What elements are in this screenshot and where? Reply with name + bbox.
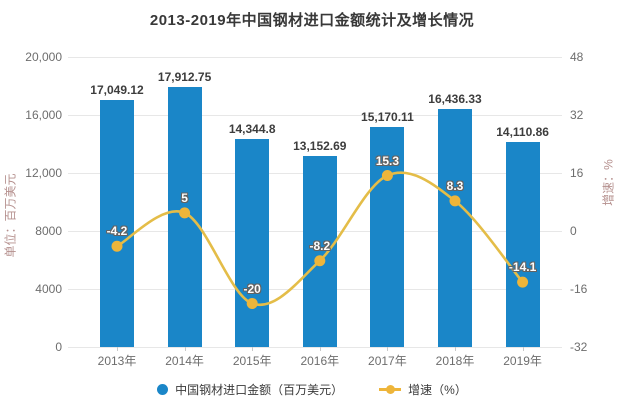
legend-label: 中国钢材进口金额（百万美元）	[175, 383, 344, 397]
bar-2018年[interactable]	[438, 108, 472, 347]
legend-label: 增速（%）	[408, 383, 467, 397]
line-value-label: -20	[243, 281, 261, 296]
left-axis-tick: 0	[55, 340, 62, 354]
line-point-2019年[interactable]	[517, 276, 529, 288]
bar-value-label: 16,436.33	[428, 91, 482, 106]
plot-area: 17,049.12 17,912.75 14,344.8 13,152.69 15,17…	[68, 57, 562, 348]
legend-item-import-amount[interactable]: 中国钢材进口金额（百万美元）	[157, 381, 343, 398]
line-point-2016年[interactable]	[314, 255, 326, 267]
bar-2015年[interactable]	[235, 139, 270, 347]
x-axis-tick	[387, 347, 389, 351]
x-axis-label-2015年: 2015年	[232, 354, 272, 368]
line-value-label: -14.1	[508, 260, 537, 275]
left-axis-tick: 4000	[35, 282, 62, 296]
bar-2019年[interactable]	[505, 142, 540, 347]
legend-dot-icon	[386, 385, 396, 394]
legend-circle-marker-icon	[157, 384, 169, 395]
line-value-label: 8.3	[446, 178, 464, 193]
legend: 中国钢材进口金额（百万美元） 增速（%）	[0, 381, 624, 398]
left-axis-tick: 8000	[35, 224, 62, 238]
bar-value-label: 13,152.69	[293, 139, 347, 154]
growth-line-chart	[111, 170, 529, 309]
x-axis-label-2016年: 2016年	[300, 354, 340, 368]
gridline	[68, 115, 562, 116]
legend-item-growth-rate[interactable]: 增速（%）	[379, 381, 467, 398]
x-axis-label-2017年: 2017年	[368, 354, 407, 368]
x-axis-tick	[522, 347, 524, 351]
right-axis-tick: 32	[570, 108, 584, 122]
line-point-2015年[interactable]	[246, 298, 258, 309]
bar-value-label: 14,344.8	[228, 122, 276, 136]
x-axis-tick	[319, 347, 321, 351]
line-point-2017年[interactable]	[381, 170, 393, 182]
right-axis-tick: 16	[570, 166, 584, 180]
x-axis-tick	[252, 347, 254, 351]
left-axis-tick: 12,000	[25, 166, 62, 180]
line-value-label: -8.2	[309, 238, 331, 253]
x-axis-tick	[184, 347, 186, 351]
x-axis-tick	[455, 347, 456, 351]
line-point-2013年[interactable]	[111, 240, 123, 252]
chart-title: 2013-2019年中国钢材进口金额统计及增长情况	[149, 12, 475, 29]
right-axis-tick: 48	[570, 50, 584, 64]
left-axis-tick: 20,000	[25, 50, 62, 64]
line-value-label: -4.2	[106, 224, 128, 239]
gridline	[68, 57, 562, 58]
line-point-2018年[interactable]	[449, 195, 461, 207]
gridline	[68, 347, 562, 348]
left-axis-tick: 16,000	[25, 108, 62, 122]
x-axis-label-2018年: 2018年	[435, 354, 475, 368]
legend-line-dot-marker-icon	[379, 385, 402, 394]
right-axis-tick: -16	[570, 282, 588, 296]
bar-2017年[interactable]	[370, 127, 405, 347]
x-axis-label-2014年: 2014年	[165, 354, 204, 368]
right-axis-tick: 0	[570, 224, 577, 238]
bar-2013年[interactable]	[100, 99, 134, 347]
x-axis-label-2013年: 2013年	[97, 354, 137, 368]
right-axis-tick: -32	[570, 340, 588, 354]
line-value-label: 15.3	[375, 153, 400, 168]
bar-value-label: 14,110.86	[496, 125, 549, 140]
bar-2016年[interactable]	[302, 156, 337, 347]
x-axis-tick	[117, 347, 118, 351]
line-point-2014年[interactable]	[179, 207, 191, 219]
bar-value-label: 15,170.11	[361, 110, 414, 125]
x-axis-label-2019年: 2019年	[503, 354, 542, 368]
bar-value-label: 17,912.75	[157, 70, 212, 85]
bar-value-label: 17,049.12	[90, 82, 144, 97]
line-value-label: 5	[181, 190, 188, 205]
